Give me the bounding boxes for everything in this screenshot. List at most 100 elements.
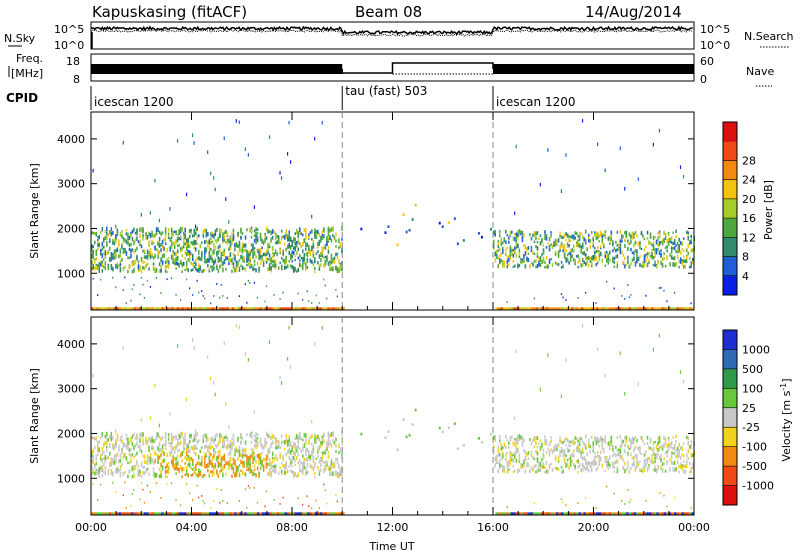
power-cell [334, 307, 338, 310]
power-cell [136, 256, 138, 261]
xtick-label: 08:00 [276, 521, 308, 534]
power-cell [106, 240, 108, 244]
power-cell [505, 253, 507, 256]
power-cell [508, 254, 510, 258]
power-cell [329, 228, 331, 233]
power-cell [654, 263, 656, 267]
velocity-cell [327, 441, 330, 447]
power-cell [222, 267, 224, 273]
power-cell [616, 230, 619, 234]
velocity-cell [161, 465, 164, 470]
power-cell [214, 239, 217, 242]
power-cell [201, 251, 203, 257]
power-cell [339, 242, 342, 247]
power-cell [615, 249, 617, 253]
velocity-cell [691, 462, 694, 467]
velocity-cell [613, 452, 616, 456]
power-cell [100, 278, 102, 281]
velocity-cell [225, 473, 227, 476]
velocity-cell [246, 462, 248, 468]
power-cell [500, 241, 503, 246]
power-cell [148, 250, 150, 255]
power-cell [314, 257, 316, 261]
power-cell [267, 258, 269, 261]
velocity-cell [232, 438, 235, 443]
velocity-cell [645, 463, 647, 468]
power-cell [160, 265, 162, 270]
velocity-cell [213, 466, 215, 471]
velocity-cell [619, 351, 621, 355]
velocity-cell [676, 451, 679, 457]
power-cell [550, 257, 552, 261]
velocity-cell [170, 437, 173, 441]
velocity-cell [179, 465, 182, 470]
velocity-cell [172, 466, 174, 469]
power-cell [578, 243, 581, 247]
power-cell [387, 225, 390, 228]
power-cell [550, 243, 552, 247]
power-cell [104, 235, 107, 240]
power-cell [560, 241, 563, 246]
power-cell [505, 229, 507, 234]
velocity-cell [640, 452, 643, 456]
velocity-cell [502, 451, 504, 455]
velocity-cell [127, 474, 129, 479]
velocity-cell [560, 450, 563, 453]
cpid-segment-label-1: icescan 1200 [94, 95, 173, 109]
velocity-cell [569, 454, 572, 457]
power-cell [652, 236, 655, 241]
velocity-cell [302, 461, 304, 466]
velocity-cell [205, 438, 208, 441]
velocity-cell [515, 458, 518, 463]
power-cell [202, 268, 205, 273]
power-cell [192, 263, 194, 266]
power-cell [92, 231, 95, 235]
velocity-cell [600, 451, 602, 455]
velocity-cell [548, 465, 551, 470]
velocity-cell [134, 443, 137, 448]
velocity-cell [250, 468, 253, 474]
velocity-cell [220, 461, 223, 467]
power-cell [625, 263, 628, 267]
velocity-cell [262, 467, 265, 472]
velocity-cell [154, 458, 156, 464]
velocity-cell [610, 435, 613, 440]
velocity-cell [338, 443, 340, 449]
power-cell [124, 247, 126, 252]
power-cell [196, 256, 199, 261]
velocity-cell [535, 512, 539, 515]
power-cell [533, 260, 536, 263]
power-cell [646, 236, 649, 240]
power-cell [300, 232, 303, 236]
velocity-cell [558, 512, 561, 515]
xtick-label: 20:00 [578, 521, 610, 534]
power-cell [205, 229, 208, 234]
velocity-cell [610, 443, 613, 447]
velocity-cell [131, 512, 134, 515]
velocity-cell [190, 466, 193, 470]
power-cell [521, 235, 524, 239]
power-cell [157, 227, 159, 233]
velocity-cell [249, 461, 251, 467]
velocity-cell [154, 450, 156, 456]
power-cell [530, 245, 533, 250]
velocity-cell [506, 451, 509, 454]
velocity-cell [214, 462, 217, 467]
power-cell [237, 263, 239, 267]
velocity-cell [336, 473, 339, 479]
power-cell [660, 260, 662, 265]
velocity-cell [312, 512, 315, 515]
power-cell [280, 176, 283, 180]
velocity-cell [142, 432, 144, 436]
freq-tau-line [341, 62, 494, 74]
velocity-cell [623, 512, 627, 515]
power-cell [670, 240, 673, 244]
power-cell [299, 262, 301, 266]
power-cell [631, 258, 634, 262]
power-cell [312, 253, 315, 258]
power-cell [670, 246, 673, 250]
power-cell [231, 258, 233, 263]
velocity-cell [92, 449, 95, 454]
velocity-cell [616, 453, 619, 456]
velocity-cell [682, 454, 685, 458]
